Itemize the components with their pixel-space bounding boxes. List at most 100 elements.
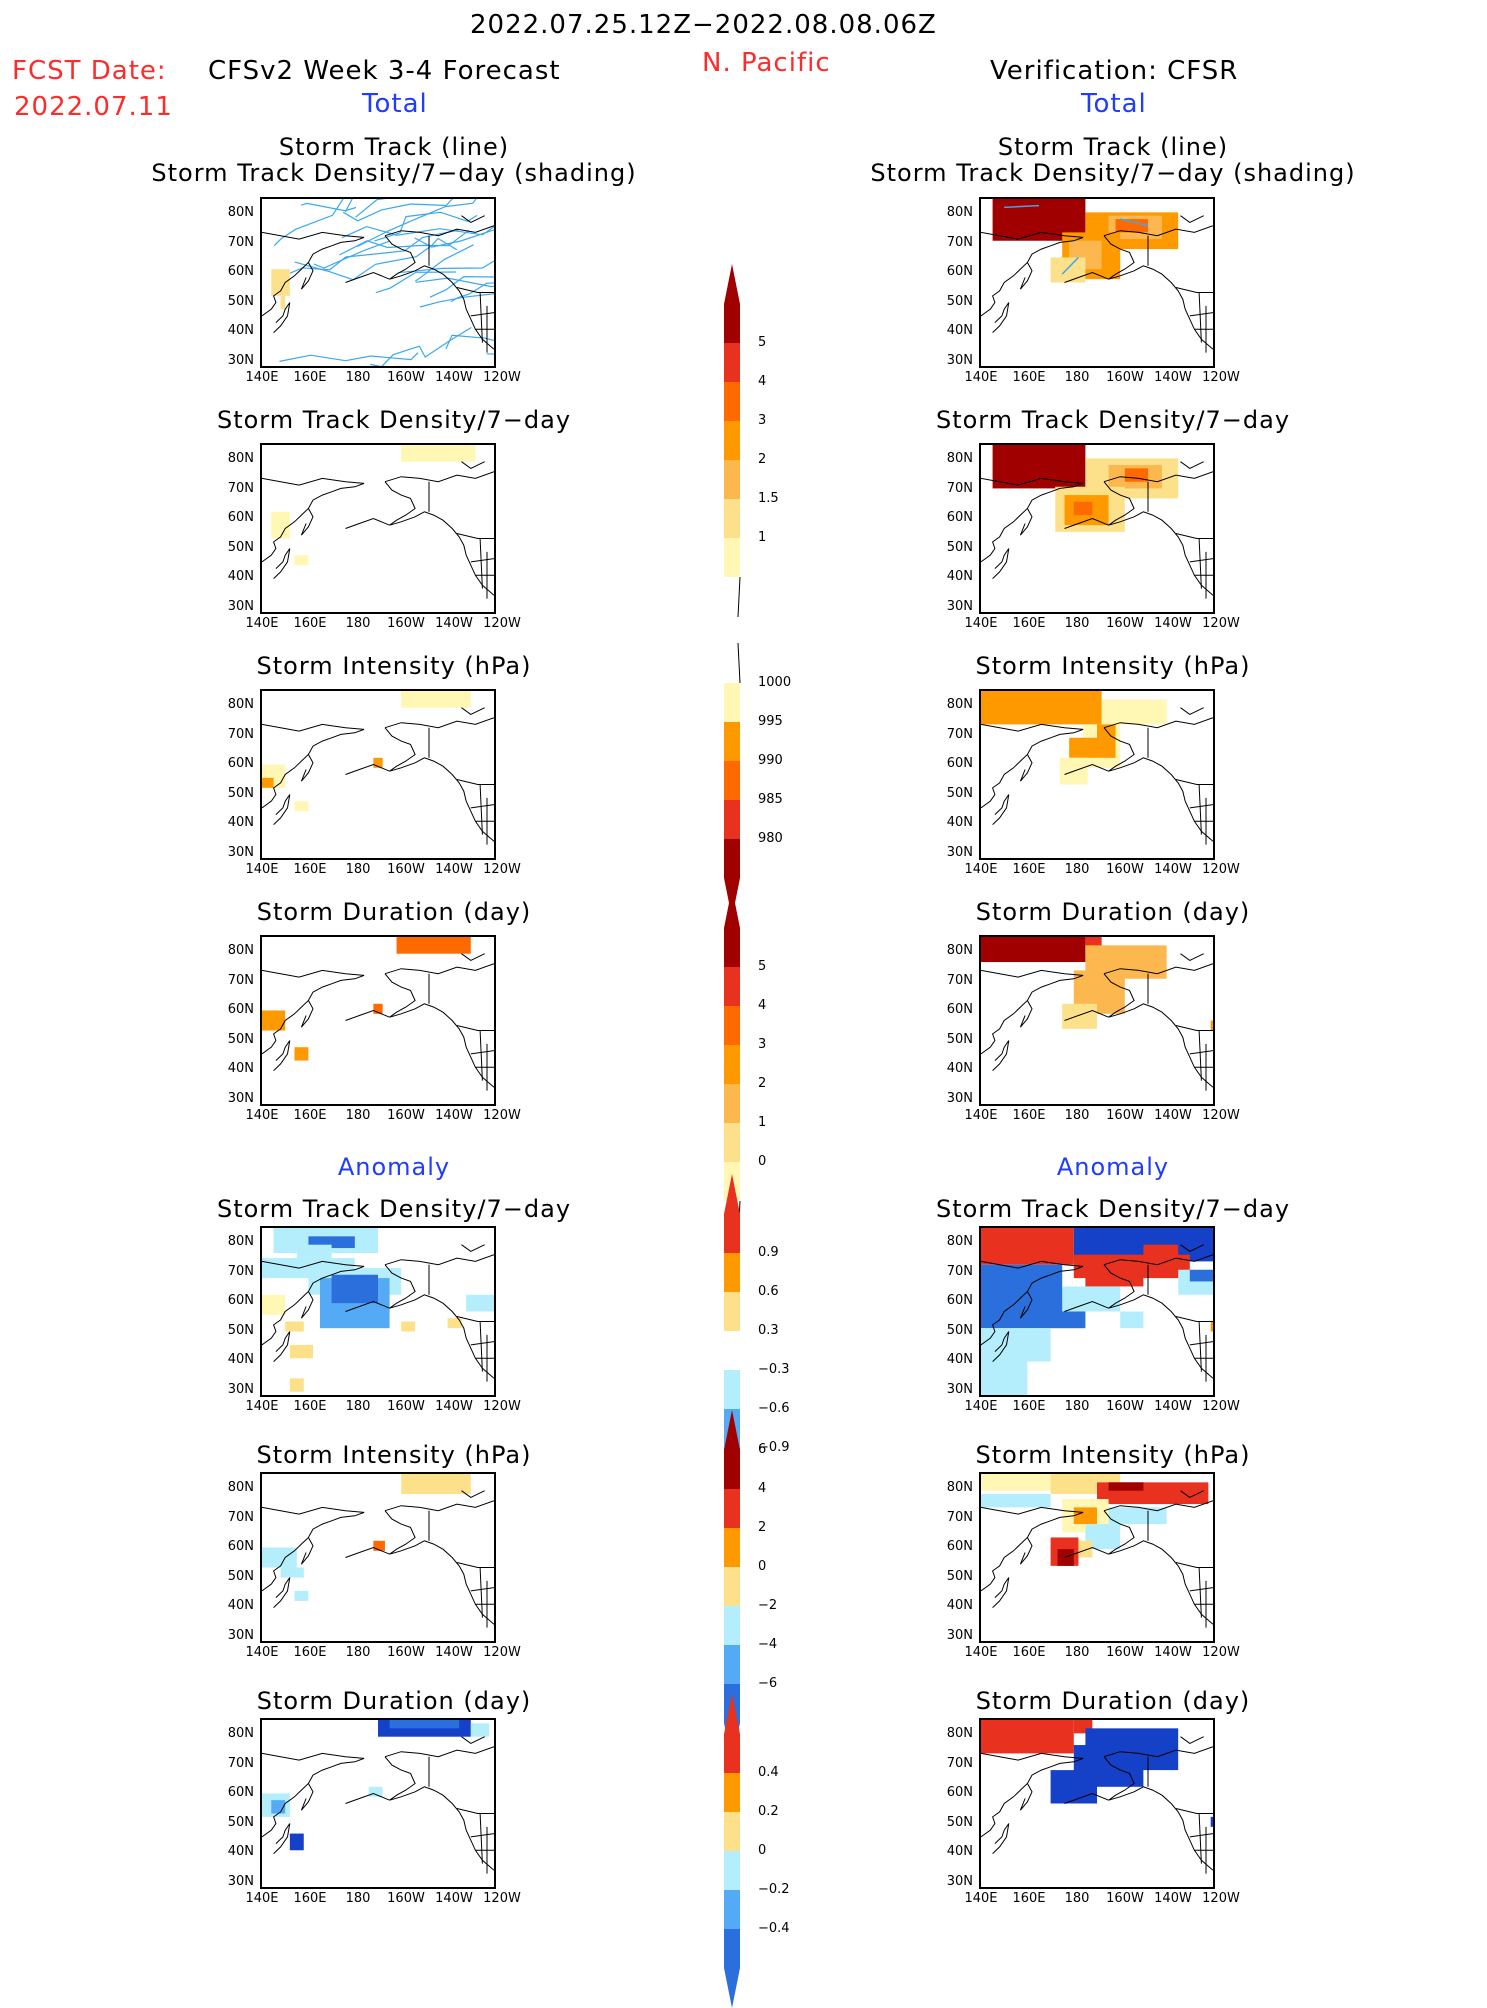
colorbar-label: 0.6: [758, 1284, 779, 1299]
right-track-title-2: Storm Track Density/7−day (shading): [870, 159, 1356, 187]
left-density-title: Storm Track Density/7−day: [216, 406, 572, 434]
coastline: [1019, 1537, 1033, 1565]
shading-cell: [1073, 501, 1093, 516]
x-tick-label: 160W: [387, 1645, 425, 1660]
colorbar-segment: [724, 304, 740, 343]
map-plot: [979, 1472, 1215, 1643]
shading-cell: [1069, 737, 1116, 758]
y-tick-label: 80N: [946, 451, 973, 466]
y-tick-label: 40N: [227, 323, 254, 338]
colorbar-label: 990: [758, 753, 783, 768]
y-tick-label: 80N: [227, 1480, 254, 1495]
storm-track-line: [289, 229, 459, 274]
coastline: [461, 1490, 485, 1498]
y-tick-label: 40N: [227, 1061, 254, 1076]
x-tick-label: 120W: [1202, 1891, 1240, 1906]
left-track-title-1: Storm Track (line): [278, 133, 510, 161]
y-tick-label: 60N: [227, 756, 254, 771]
y-tick-label: 80N: [227, 205, 254, 220]
y-tick-label: 80N: [227, 943, 254, 958]
shading-cell: [1143, 1244, 1179, 1269]
shading-cell: [981, 1474, 1051, 1491]
y-tick-label: 30N: [227, 1090, 254, 1106]
fcst-label: FCST Date:: [12, 56, 167, 86]
shading-cell: [373, 757, 383, 768]
coastline: [992, 1331, 1010, 1362]
shading-cell: [466, 1294, 494, 1312]
coastline: [1064, 1792, 1109, 1804]
colorbar-segment: [724, 800, 740, 839]
y-tick-label: 80N: [946, 1480, 973, 1495]
colorbar-segment: [724, 1489, 740, 1528]
colorbar-label: −2: [758, 1598, 778, 1613]
shading-cell: [981, 1358, 1028, 1395]
y-tick-label: 50N: [946, 539, 973, 555]
map-panel-r3: 80N 70N 60N 50N 40N 30N 140E 160E 180 160W 140W 120…: [939, 931, 1240, 1132]
colorbar-label: 2: [758, 452, 767, 467]
colorbar-arrow: [724, 264, 740, 304]
x-tick-label: 160W: [387, 1108, 425, 1123]
shading-cell: [271, 511, 290, 539]
right-track-title-1: Storm Track (line): [997, 133, 1229, 161]
x-tick-label: 160E: [293, 370, 327, 385]
map-panel-l2: 80N 70N 60N 50N 40N 30N 140E 160E 180 160W 140W 120…: [220, 685, 521, 886]
map-plot: [979, 197, 1215, 368]
storm-track-line: [342, 199, 453, 222]
shading-cell: [271, 269, 290, 296]
colorbar-label: 0: [758, 1843, 767, 1858]
y-tick-label: 80N: [946, 943, 973, 958]
coastline: [1064, 763, 1109, 775]
y-tick-label: 30N: [227, 1873, 254, 1889]
map-plot: [260, 1472, 496, 1643]
x-tick-label: 140E: [964, 862, 998, 877]
y-tick-label: 60N: [227, 1539, 254, 1554]
x-tick-label: 160W: [387, 370, 425, 385]
shading-cell: [1210, 1816, 1213, 1827]
shading-cell: [981, 1494, 1051, 1508]
right-density-anom-title: Storm Track Density/7−day: [935, 1195, 1291, 1223]
y-tick-label: 70N: [946, 1509, 973, 1525]
coastline: [1175, 533, 1213, 539]
colorbar-segment: [724, 1645, 740, 1684]
coastline: [981, 728, 1084, 809]
shading-cell: [470, 1723, 490, 1737]
x-tick-label: 160E: [1012, 1891, 1046, 1906]
coastline: [981, 1506, 1084, 1515]
colorbar-arrow: [724, 1968, 740, 2008]
coastline: [1103, 1254, 1213, 1266]
y-tick-label: 50N: [227, 1322, 254, 1338]
storm-track-line: [273, 199, 344, 247]
coastline: [1198, 292, 1202, 343]
coastline: [461, 953, 485, 961]
coastline: [992, 1040, 1010, 1071]
x-tick-label: 120W: [1202, 862, 1240, 877]
coastline: [262, 1260, 365, 1269]
y-tick-label: 60N: [227, 1785, 254, 1800]
coastline: [1198, 1567, 1202, 1618]
coastline: [981, 974, 1084, 1055]
x-tick-label: 140W: [1154, 1108, 1192, 1123]
y-tick-label: 40N: [946, 569, 973, 584]
coastline: [1198, 538, 1202, 589]
coastline: [1103, 1756, 1213, 1871]
map-plot: [979, 689, 1215, 860]
y-tick-label: 60N: [227, 1002, 254, 1017]
coastline: [456, 1808, 494, 1814]
y-tick-label: 80N: [227, 1234, 254, 1249]
colorbar-arrow: [724, 1174, 740, 1214]
storm-track-line: [294, 237, 458, 281]
x-tick-label: 160E: [293, 1891, 327, 1906]
y-tick-label: 30N: [946, 1381, 973, 1397]
coastline: [461, 707, 485, 715]
y-tick-label: 60N: [946, 756, 973, 771]
y-tick-label: 30N: [227, 598, 254, 614]
coastline: [345, 1300, 390, 1312]
coastline: [1180, 1244, 1204, 1252]
shading-cell: [1124, 468, 1149, 482]
colorbar-label: −4: [758, 1637, 778, 1652]
y-tick-label: 40N: [227, 815, 254, 830]
coastline: [345, 1009, 390, 1021]
storm-track-line: [1061, 256, 1079, 275]
storm-track-line: [419, 293, 494, 308]
coastline: [1180, 1736, 1204, 1744]
